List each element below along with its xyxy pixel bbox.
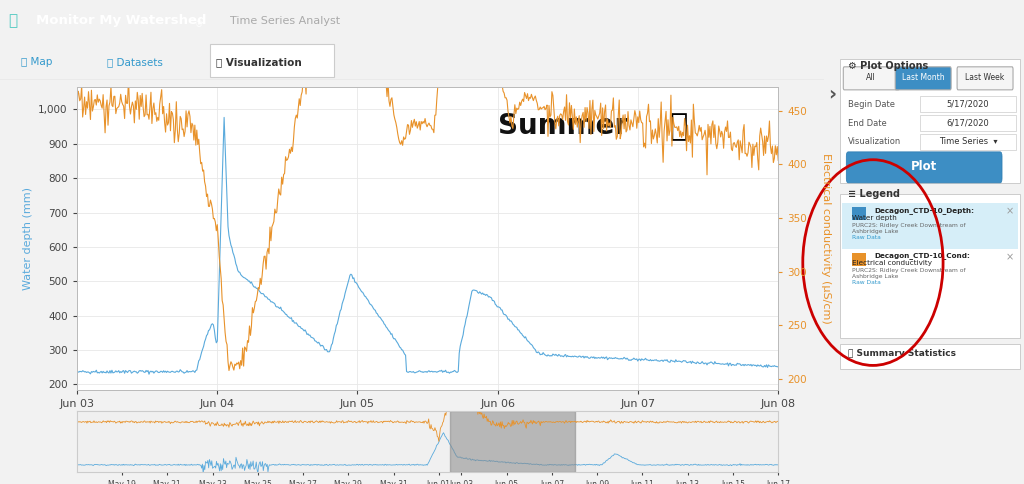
- Text: Raw Data: Raw Data: [852, 280, 881, 285]
- FancyBboxPatch shape: [210, 44, 334, 77]
- Text: Raw Data: Raw Data: [852, 235, 881, 240]
- Y-axis label: Electrical conductivity (µS/cm): Electrical conductivity (µS/cm): [821, 153, 830, 324]
- Text: Visualization: Visualization: [848, 137, 901, 146]
- Text: End Date: End Date: [848, 119, 887, 128]
- FancyBboxPatch shape: [957, 67, 1013, 90]
- Text: ›: ›: [828, 85, 837, 104]
- Text: Summer: Summer: [498, 112, 628, 140]
- Text: 📍 Map: 📍 Map: [20, 58, 52, 67]
- Text: ×: ×: [1006, 206, 1014, 216]
- Text: PURC2S: Ridley Creek Downstream of: PURC2S: Ridley Creek Downstream of: [852, 268, 966, 273]
- Text: ≡ Legend: ≡ Legend: [848, 189, 900, 199]
- FancyBboxPatch shape: [921, 96, 1016, 112]
- Text: Decagon_CTD-10_Depth:: Decagon_CTD-10_Depth:: [874, 207, 974, 213]
- Text: Decagon_CTD-10_Cond:: Decagon_CTD-10_Cond:: [874, 252, 970, 259]
- Text: 🗓 Summary Statistics: 🗓 Summary Statistics: [848, 349, 956, 359]
- FancyBboxPatch shape: [921, 134, 1016, 150]
- Text: Last Week: Last Week: [966, 74, 1005, 82]
- Text: ⚙ Plot Options: ⚙ Plot Options: [848, 61, 929, 71]
- FancyBboxPatch shape: [844, 67, 899, 90]
- Text: Ashbridge Lake: Ashbridge Lake: [852, 229, 899, 234]
- Text: 5/17/2020: 5/17/2020: [947, 100, 989, 109]
- FancyBboxPatch shape: [841, 194, 1020, 338]
- FancyBboxPatch shape: [895, 67, 951, 90]
- Text: ×: ×: [1006, 252, 1014, 262]
- Text: Time Series Analyst: Time Series Analyst: [230, 15, 341, 26]
- Text: 🗂 Datasets: 🗂 Datasets: [108, 58, 163, 67]
- Text: 🌟: 🌟: [670, 112, 688, 141]
- Text: Time Series  ▾: Time Series ▾: [939, 137, 997, 146]
- Y-axis label: Water depth (mm): Water depth (mm): [23, 187, 33, 290]
- Bar: [852, 207, 866, 221]
- FancyBboxPatch shape: [846, 152, 1002, 183]
- Text: Last Month: Last Month: [902, 74, 944, 82]
- Text: Water depth: Water depth: [852, 214, 897, 221]
- Text: Electrical conductivity: Electrical conductivity: [852, 260, 932, 266]
- Text: 📊 Visualization: 📊 Visualization: [216, 58, 302, 67]
- Text: Begin Date: Begin Date: [848, 100, 895, 109]
- Text: Ashbridge Lake: Ashbridge Lake: [852, 274, 899, 279]
- Text: PURC2S: Ridley Creek Downstream of: PURC2S: Ridley Creek Downstream of: [852, 223, 966, 228]
- Text: Monitor My Watershed: Monitor My Watershed: [36, 14, 207, 27]
- FancyBboxPatch shape: [843, 203, 1018, 249]
- Text: All: All: [866, 74, 877, 82]
- FancyBboxPatch shape: [841, 345, 1020, 369]
- FancyBboxPatch shape: [921, 115, 1016, 131]
- X-axis label: DateTime (UTC): DateTime (UTC): [383, 414, 472, 424]
- Bar: [852, 253, 866, 266]
- Text: 🌿: 🌿: [8, 13, 17, 28]
- Text: Plot: Plot: [911, 160, 937, 173]
- FancyBboxPatch shape: [841, 59, 1020, 183]
- Text: 6/17/2020: 6/17/2020: [947, 119, 989, 128]
- Text: ®: ®: [195, 20, 203, 30]
- Bar: [451, 411, 574, 472]
